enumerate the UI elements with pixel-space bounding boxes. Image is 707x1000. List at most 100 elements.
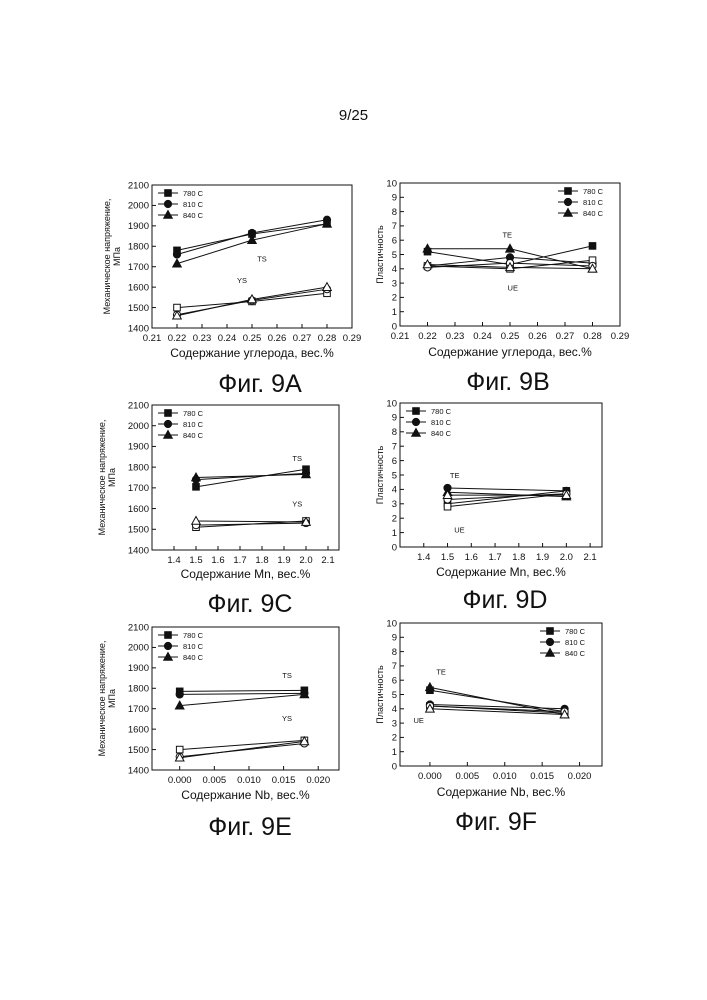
- x-tick-label: 0.24: [473, 331, 492, 342]
- annotation-ts: TS: [282, 671, 292, 680]
- y-tick-label: 1600: [128, 724, 149, 735]
- x-tick-label: 1.4: [417, 552, 430, 563]
- y-tick-label: 0: [392, 542, 397, 553]
- y-tick-label: 7: [392, 661, 397, 672]
- x-tick-label: 0.24: [218, 333, 237, 344]
- legend-marker-circle: [164, 200, 171, 207]
- legend-marker-circle: [164, 420, 171, 427]
- legend-label: 780 C: [183, 409, 204, 418]
- legend-label: 780 C: [583, 187, 604, 196]
- figure-caption: Фиг. 9Е: [208, 813, 292, 841]
- annotation-ue: UE: [413, 716, 423, 725]
- legend-label: 840 C: [431, 429, 452, 438]
- legend-label: 780 C: [183, 189, 204, 198]
- y-axis-label: Пластичность: [375, 225, 385, 284]
- legend-marker-circle: [546, 638, 553, 645]
- y-tick-label: 5: [392, 470, 397, 481]
- x-axis-label: Содержание Nb, вес.%: [181, 788, 310, 802]
- x-tick-label: 0.22: [418, 331, 437, 342]
- legend-label: 810 C: [183, 642, 204, 651]
- y-tick-label: 3: [392, 499, 397, 510]
- series-line-ts: [180, 690, 305, 691]
- x-axis-label: Содержание углерода, вес.%: [170, 346, 334, 360]
- legend-marker-triangle: [546, 649, 555, 657]
- y-tick-label: 5: [392, 250, 397, 261]
- x-tick-label: 1.9: [277, 555, 290, 566]
- y-tick-label: 4: [392, 485, 397, 496]
- x-tick-label: 0.26: [528, 331, 547, 342]
- series-line-ts: [196, 474, 306, 477]
- chart-9c: 140015001600170018001900200021001.41.51.…: [97, 400, 339, 618]
- y-tick-label: 8: [392, 427, 397, 438]
- x-tick-label: 0.010: [237, 775, 261, 786]
- x-tick-label: 1.5: [441, 552, 454, 563]
- legend-label: 840 C: [183, 431, 204, 440]
- legend: 780 C810 C840 C: [158, 631, 204, 662]
- data-point-square-hollow: [174, 304, 181, 311]
- y-axis-label: Механическое напряжение,МПа: [102, 199, 122, 315]
- data-point-circle: [173, 251, 180, 258]
- x-tick-label: 1.7: [233, 555, 246, 566]
- x-tick-label: 1.5: [189, 555, 202, 566]
- y-tick-label: 1500: [128, 745, 149, 756]
- y-tick-label: 2100: [128, 622, 149, 633]
- y-tick-label: 1700: [128, 704, 149, 715]
- x-tick-label: 0.010: [493, 771, 517, 782]
- x-tick-label: 0.22: [168, 333, 187, 344]
- legend: 780 C810 C840 C: [158, 409, 204, 440]
- chart-9e: 140015001600170018001900200021000.0000.0…: [97, 622, 339, 841]
- x-tick-label: 0.28: [318, 333, 337, 344]
- x-tick-label: 0.005: [455, 771, 479, 782]
- y-tick-label: 1800: [128, 684, 149, 695]
- data-point-triangle-hollow: [192, 517, 201, 525]
- x-axis-label: Содержание Mn, вес.%: [436, 565, 566, 579]
- legend: 780 C810 C840 C: [406, 407, 452, 438]
- figure-caption: Фиг. 9F: [455, 808, 537, 836]
- y-tick-label: 9: [392, 413, 397, 424]
- y-tick-label: 4: [392, 704, 397, 715]
- legend-marker-square: [165, 632, 172, 639]
- chart-9b: 0123456789100.210.220.230.240.250.260.27…: [375, 178, 629, 396]
- y-tick-label: 0: [392, 761, 397, 772]
- data-point-square-hollow: [444, 503, 451, 510]
- annotation-ts: TS: [257, 255, 267, 264]
- y-tick-label: 1400: [128, 545, 149, 556]
- series-line-ts: [180, 694, 305, 705]
- x-tick-label: 0.21: [391, 331, 410, 342]
- annotation-te: TE: [450, 471, 460, 480]
- legend-label: 840 C: [565, 649, 586, 658]
- annotation-te: TE: [502, 230, 512, 239]
- y-tick-label: 2000: [128, 421, 149, 432]
- legend-label: 810 C: [183, 200, 204, 209]
- y-tick-label: 2000: [128, 201, 149, 212]
- y-tick-label: 3: [392, 278, 397, 289]
- y-tick-label: 2100: [128, 180, 149, 191]
- x-tick-label: 0.005: [202, 775, 226, 786]
- y-tick-label: 7: [392, 442, 397, 453]
- y-tick-label: 6: [392, 676, 397, 687]
- series-line-ts: [180, 693, 305, 694]
- series-line-ys: [180, 741, 305, 757]
- annotation-ys: YS: [282, 714, 292, 723]
- y-tick-label: 10: [386, 178, 397, 189]
- legend-marker-triangle: [164, 431, 173, 439]
- legend-marker-triangle: [412, 429, 421, 437]
- y-tick-label: 1500: [128, 303, 149, 314]
- y-tick-label: 4: [392, 264, 397, 275]
- legend-marker-square: [165, 190, 172, 197]
- x-tick-label: 0.015: [530, 771, 554, 782]
- y-tick-label: 1700: [128, 262, 149, 273]
- y-axis-label: Пластичность: [375, 446, 385, 505]
- x-tick-label: 2.0: [299, 555, 312, 566]
- legend-label: 840 C: [183, 653, 204, 662]
- legend-marker-triangle: [164, 211, 173, 219]
- y-axis-label: Пластичность: [375, 665, 385, 724]
- legend-marker-circle: [412, 418, 419, 425]
- x-tick-label: 0.000: [418, 771, 442, 782]
- x-tick-label: 0.020: [306, 775, 330, 786]
- series-line-ts: [196, 473, 306, 479]
- legend-marker-circle: [564, 198, 571, 205]
- x-tick-label: 1.9: [536, 552, 549, 563]
- y-tick-label: 6: [392, 236, 397, 247]
